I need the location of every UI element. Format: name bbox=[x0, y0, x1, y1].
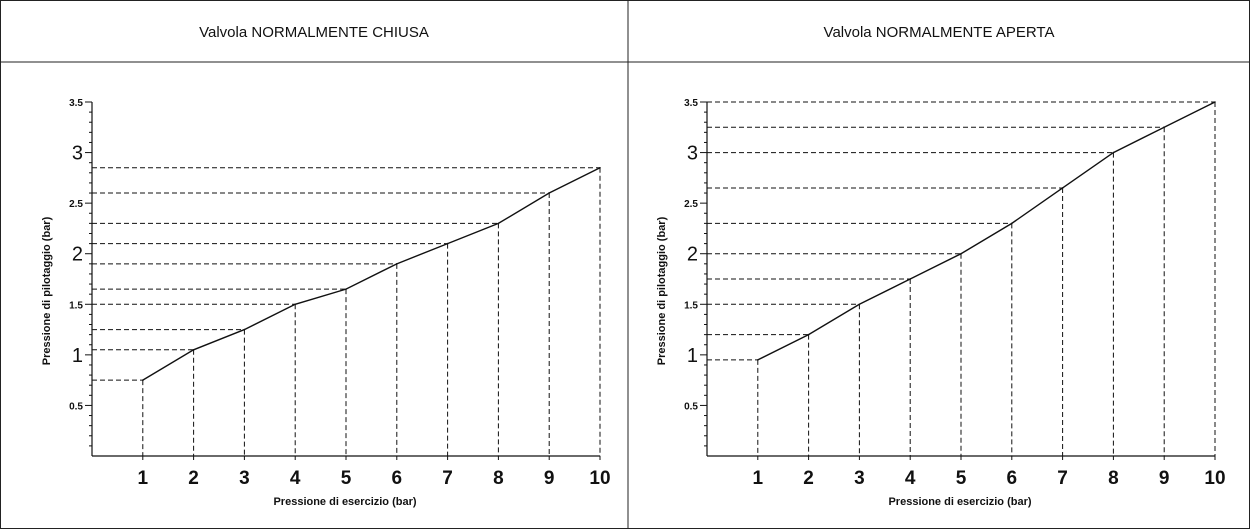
data-point bbox=[909, 278, 911, 280]
y-tick-label: 2 bbox=[687, 244, 698, 266]
y-axis-label: Pressione di pilotaggio (bar) bbox=[41, 216, 53, 365]
y-tick-label: 1.5 bbox=[69, 300, 83, 311]
y-tick-label: 3 bbox=[687, 143, 698, 165]
data-point bbox=[192, 349, 195, 351]
x-tick-label: 2 bbox=[803, 468, 814, 489]
y-tick-label: 1.5 bbox=[684, 300, 698, 311]
x-tick-label: 7 bbox=[442, 468, 453, 489]
data-point bbox=[757, 359, 759, 361]
data-point bbox=[807, 333, 810, 336]
y-tick-label: 1 bbox=[72, 345, 83, 367]
data-point bbox=[1163, 126, 1165, 129]
data-point bbox=[396, 263, 398, 265]
x-tick-label: 6 bbox=[392, 468, 403, 489]
x-tick-label: 9 bbox=[544, 468, 555, 489]
data-point bbox=[858, 303, 861, 306]
y-tick-label: 3.5 bbox=[684, 98, 698, 109]
y-tick-label: 3.5 bbox=[69, 98, 83, 109]
chart-title-right: Valvola NORMALMENTE APERTA bbox=[824, 24, 1055, 41]
data-point bbox=[294, 303, 297, 306]
data-point bbox=[960, 252, 962, 255]
x-axis-label: Pressione di esercizio (bar) bbox=[273, 496, 416, 508]
x-tick-label: 1 bbox=[753, 468, 764, 489]
data-line bbox=[142, 167, 601, 381]
x-tick-label: 9 bbox=[1159, 468, 1170, 489]
x-tick-label: 4 bbox=[290, 468, 301, 489]
x-tick-label: 8 bbox=[493, 468, 504, 489]
x-tick-label: 1 bbox=[138, 468, 149, 489]
data-point bbox=[1112, 151, 1115, 154]
data-point bbox=[1061, 187, 1064, 189]
y-tick-label: 0.5 bbox=[684, 401, 698, 412]
x-tick-label: 3 bbox=[854, 468, 865, 489]
y-axis-label: Pressione di pilotaggio (bar) bbox=[656, 216, 668, 365]
y-tick-label: 3 bbox=[72, 143, 83, 165]
y-tick-label: 0.5 bbox=[69, 401, 83, 412]
x-tick-label: 5 bbox=[341, 468, 352, 489]
x-tick-label: 4 bbox=[905, 468, 916, 489]
x-tick-label: 7 bbox=[1057, 468, 1068, 489]
plot-right: 0.5 1 1.5 2 2.5 3 3.5 1 2 3 4 5 6 7 8 9 10 Pressione di e… bbox=[656, 98, 1226, 508]
x-tick-label: 6 bbox=[1007, 468, 1018, 489]
x-axis-label: Pressione di esercizio (bar) bbox=[888, 496, 1031, 508]
data-point bbox=[1214, 101, 1216, 103]
x-tick-label: 3 bbox=[239, 468, 250, 489]
data-point bbox=[142, 379, 144, 381]
data-point bbox=[446, 242, 449, 245]
data-point bbox=[599, 166, 601, 169]
y-tick-label: 2 bbox=[72, 244, 83, 266]
data-point bbox=[497, 222, 500, 225]
plot-left: 0.5 1 1.5 2 2.5 3 3.5 1 2 3 4 5 6 7 8 9 10 Pressione di e… bbox=[41, 98, 611, 508]
data-line bbox=[757, 101, 1216, 361]
x-tick-label: 8 bbox=[1108, 468, 1119, 489]
y-tick-label: 1 bbox=[687, 345, 698, 367]
x-tick-label: 10 bbox=[589, 468, 610, 489]
data-point bbox=[243, 328, 246, 331]
y-tick-label: 2.5 bbox=[684, 199, 698, 210]
x-tick-label: 10 bbox=[1204, 468, 1225, 489]
y-tick-label: 2.5 bbox=[69, 199, 83, 210]
data-point bbox=[345, 288, 347, 290]
x-tick-label: 5 bbox=[956, 468, 967, 489]
data-point bbox=[548, 192, 550, 194]
x-tick-label: 2 bbox=[188, 468, 199, 489]
data-point bbox=[1011, 222, 1013, 225]
chart-title-left: Valvola NORMALMENTE CHIUSA bbox=[199, 24, 429, 41]
